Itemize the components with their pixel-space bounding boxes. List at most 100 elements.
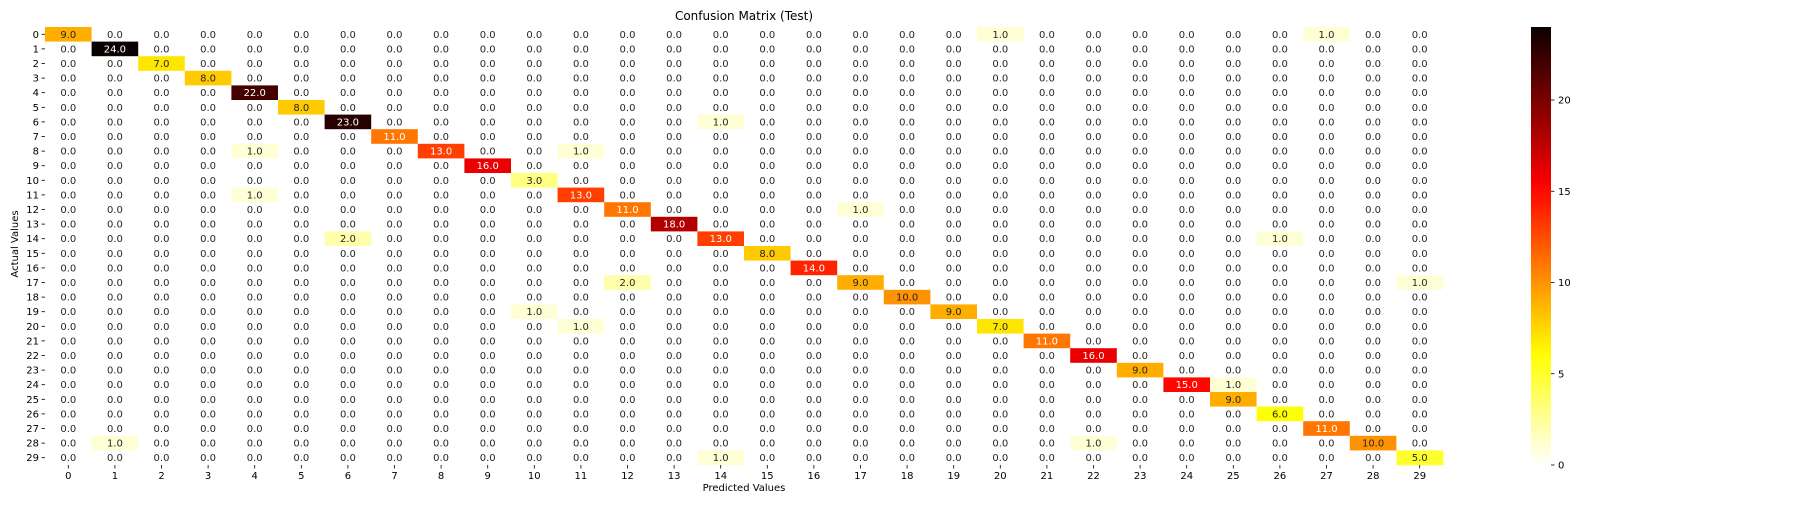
y-tick-label: 1 — [33, 44, 39, 55]
heatmap-cell-label: 0.0 — [992, 293, 1008, 304]
heatmap-cell-label: 0.0 — [1225, 59, 1241, 70]
heatmap-cell-label: 0.0 — [433, 439, 449, 450]
heatmap-cell — [883, 187, 931, 203]
heatmap-cell-label: 0.0 — [946, 161, 962, 172]
heatmap-cell-label: 0.0 — [573, 409, 589, 420]
heatmap-cell — [511, 27, 558, 42]
heatmap-cell-label: 0.0 — [1086, 117, 1102, 128]
heatmap-cell — [837, 362, 885, 378]
heatmap-cell — [91, 41, 139, 57]
heatmap-cell — [837, 231, 885, 247]
heatmap-cell — [697, 348, 745, 364]
heatmap-cell-label: 1.0 — [1319, 30, 1335, 41]
heatmap-cell — [45, 450, 92, 466]
heatmap-cell — [324, 406, 372, 422]
heatmap-cell — [837, 392, 885, 407]
heatmap-cell-label: 0.0 — [387, 44, 403, 55]
heatmap-cell-label: 7.0 — [992, 322, 1008, 333]
heatmap-cell — [1163, 275, 1211, 291]
y-tick-label: 17 — [26, 278, 39, 289]
heatmap-cell — [1396, 246, 1444, 261]
heatmap-cell-label: 0.0 — [713, 424, 729, 435]
heatmap-cell — [837, 85, 885, 101]
heatmap-cell-label: 14.0 — [803, 263, 825, 274]
heatmap-cell — [790, 246, 838, 261]
heatmap-cell-label: 0.0 — [946, 44, 962, 55]
heatmap-cell-label: 0.0 — [60, 424, 76, 435]
heatmap-cell — [45, 289, 92, 305]
heatmap-cell — [184, 231, 232, 247]
heatmap-cell — [604, 114, 652, 130]
heatmap-cell — [1256, 202, 1304, 218]
heatmap-cell-label: 0.0 — [1132, 205, 1148, 216]
heatmap-cell — [650, 333, 698, 349]
heatmap-cell-label: 0.0 — [340, 395, 356, 406]
heatmap-cell-label: 0.0 — [1412, 395, 1428, 406]
heatmap-cell-label: 0.0 — [806, 278, 822, 289]
heatmap-cell-label: 0.0 — [1272, 176, 1288, 187]
heatmap-cell — [837, 275, 885, 291]
heatmap-cell-label: 0.0 — [806, 176, 822, 187]
heatmap-cell — [604, 246, 652, 261]
heatmap-cell-label: 0.0 — [1319, 117, 1335, 128]
heatmap-cell — [231, 289, 279, 305]
heatmap-cell — [1303, 392, 1351, 407]
heatmap-cell-label: 0.0 — [1179, 366, 1195, 377]
heatmap-cell-label: 0.0 — [247, 453, 263, 464]
heatmap-cell-label: 0.0 — [1039, 190, 1055, 201]
heatmap-cell — [883, 275, 931, 291]
heatmap-cell — [371, 41, 419, 57]
heatmap-cell-label: 0.0 — [573, 205, 589, 216]
heatmap-cell — [324, 392, 372, 407]
heatmap-cell — [464, 27, 512, 42]
heatmap-cell-label: 0.0 — [853, 88, 869, 99]
heatmap-cell-label: 0.0 — [200, 147, 216, 158]
heatmap-cell-label: 0.0 — [992, 439, 1008, 450]
heatmap-cell-label: 0.0 — [1412, 74, 1428, 85]
heatmap-cell-label: 0.0 — [107, 147, 123, 158]
heatmap-cell-label: 0.0 — [806, 161, 822, 172]
heatmap-cell-label: 0.0 — [1272, 132, 1288, 143]
heatmap-cell — [371, 406, 419, 422]
heatmap-cell — [1396, 231, 1444, 247]
heatmap-cell-label: 0.0 — [1225, 424, 1241, 435]
heatmap-cell-label: 0.0 — [666, 453, 682, 464]
heatmap-cell-label: 0.0 — [1225, 44, 1241, 55]
heatmap-cell — [1396, 158, 1444, 174]
heatmap-cell-label: 0.0 — [899, 234, 915, 245]
y-tick-label: 11 — [26, 190, 39, 201]
heatmap-cell-label: 0.0 — [1132, 220, 1148, 231]
heatmap-cell-label: 0.0 — [1272, 263, 1288, 274]
heatmap-cell-label: 0.0 — [154, 453, 170, 464]
heatmap-cell — [1070, 173, 1118, 188]
heatmap-cell-label: 0.0 — [340, 278, 356, 289]
y-tick-label: 22 — [26, 351, 39, 362]
heatmap-cell-label: 0.0 — [573, 74, 589, 85]
heatmap-cell-label: 0.0 — [60, 336, 76, 347]
heatmap-cell — [1023, 275, 1071, 291]
heatmap-cell — [324, 143, 372, 159]
heatmap-cell-label: 0.0 — [60, 249, 76, 260]
heatmap-cell — [1303, 70, 1351, 86]
heatmap-cell — [464, 333, 512, 349]
heatmap-cell-label: 0.0 — [480, 88, 496, 99]
heatmap-cell — [790, 158, 838, 174]
heatmap-cell-label: 0.0 — [992, 59, 1008, 70]
heatmap-cell-label: 0.0 — [1412, 293, 1428, 304]
heatmap-cell — [138, 377, 186, 393]
heatmap-cell-label: 0.0 — [247, 336, 263, 347]
heatmap-cell — [744, 348, 791, 364]
heatmap-cell — [1116, 435, 1164, 451]
heatmap-cell — [1116, 260, 1164, 276]
heatmap-cell-label: 0.0 — [1132, 249, 1148, 260]
heatmap-cell — [278, 70, 325, 86]
heatmap-cell — [790, 143, 838, 159]
heatmap-cell-label: 0.0 — [200, 234, 216, 245]
heatmap-cell-label: 0.0 — [759, 380, 775, 391]
heatmap-cell-label: 0.0 — [107, 161, 123, 172]
heatmap-cell — [790, 100, 838, 115]
heatmap-cell-label: 0.0 — [200, 380, 216, 391]
heatmap-cell — [1023, 246, 1071, 261]
heatmap-cell — [371, 304, 419, 320]
heatmap-cell-label: 0.0 — [1039, 30, 1055, 41]
